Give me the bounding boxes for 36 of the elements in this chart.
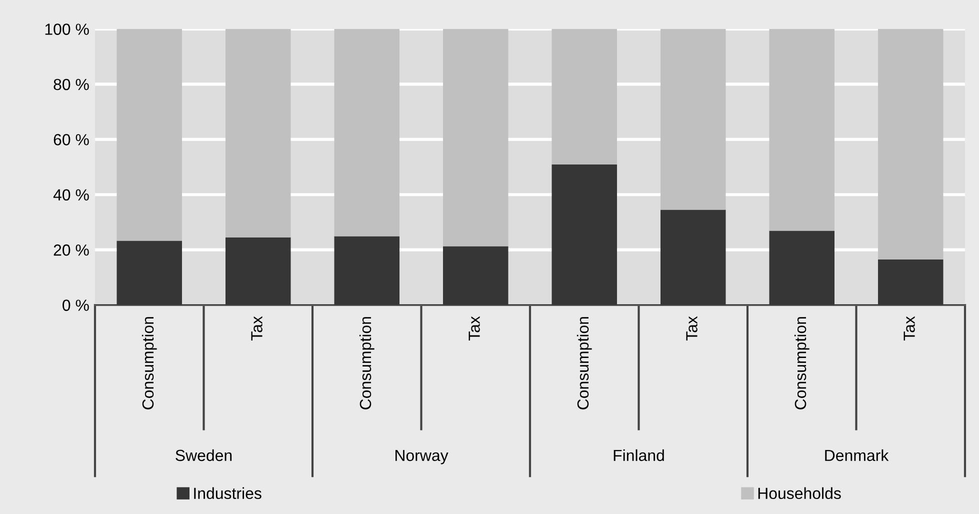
- x-tick-label: Consumption: [794, 317, 810, 410]
- bar: [660, 29, 726, 210]
- bar: [443, 246, 508, 305]
- bar: [226, 237, 291, 305]
- bar: [878, 29, 944, 260]
- x-tick-label: Tax: [468, 316, 480, 341]
- y-tick-label: 0 %: [62, 300, 89, 311]
- legend-label: Households: [758, 487, 841, 500]
- x-tick-label: Tax: [686, 316, 698, 341]
- y-tick-label: 20 %: [54, 244, 89, 256]
- bar: [226, 29, 291, 238]
- bar: [116, 29, 182, 241]
- x-tick-label: Tax: [251, 316, 262, 341]
- y-tick-label: 40 %: [53, 189, 89, 201]
- bar: [116, 240, 182, 305]
- bar: [443, 29, 508, 246]
- bar: [660, 210, 726, 305]
- bar: [334, 29, 400, 236]
- text: Finland: [614, 449, 664, 462]
- x-tick-label: Tax: [904, 316, 915, 341]
- x-tick-label: Consumption: [576, 317, 592, 410]
- bar: [552, 29, 617, 165]
- bar: [769, 230, 834, 305]
- y-tick-label: 80 %: [54, 78, 89, 90]
- legend-label: Industries: [194, 487, 262, 500]
- bar: [552, 164, 617, 305]
- bar: [334, 236, 400, 305]
- bar: [878, 259, 944, 305]
- text: Sweden: [176, 449, 232, 462]
- x-tick-label: Consumption: [359, 317, 374, 410]
- y-tick-label: 60 %: [54, 134, 89, 146]
- bar: [769, 29, 834, 231]
- y-tick-label: 100 %: [45, 24, 89, 35]
- text: Denmark: [825, 449, 889, 462]
- x-tick-label: Consumption: [142, 317, 157, 410]
- text: Norway: [395, 450, 448, 464]
